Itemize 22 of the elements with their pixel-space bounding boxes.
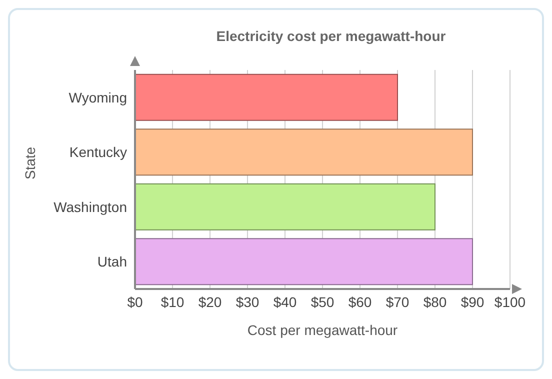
x-tick-label: $20 (198, 294, 222, 310)
bar (135, 128, 473, 176)
x-axis-title: Cost per megawatt-hour (247, 322, 398, 338)
y-tick-label: Kentucky (69, 144, 127, 160)
y-tick-label: Wyoming (68, 89, 127, 106)
y-tick-label: Washington (54, 198, 127, 215)
x-tick-label: $50 (310, 294, 334, 310)
x-tick-label: $60 (348, 294, 372, 310)
bar (135, 183, 436, 230)
x-tick-label: $10 (160, 294, 184, 310)
x-tick-label: $30 (236, 294, 260, 310)
x-tick-label: $80 (423, 294, 447, 310)
bar (135, 74, 398, 121)
x-tick-label: $70 (386, 294, 410, 310)
x-tick-label: $100 (494, 294, 526, 310)
chart-title: Electricity cost per megawatt-hour (215, 28, 447, 44)
y-axis-title: State (22, 146, 38, 180)
x-tick-label: $40 (273, 294, 297, 310)
y-tick-label: Utah (97, 254, 127, 270)
x-tick-label: $90 (460, 294, 484, 310)
x-tick-label: $0 (127, 294, 143, 310)
bar (135, 238, 473, 286)
